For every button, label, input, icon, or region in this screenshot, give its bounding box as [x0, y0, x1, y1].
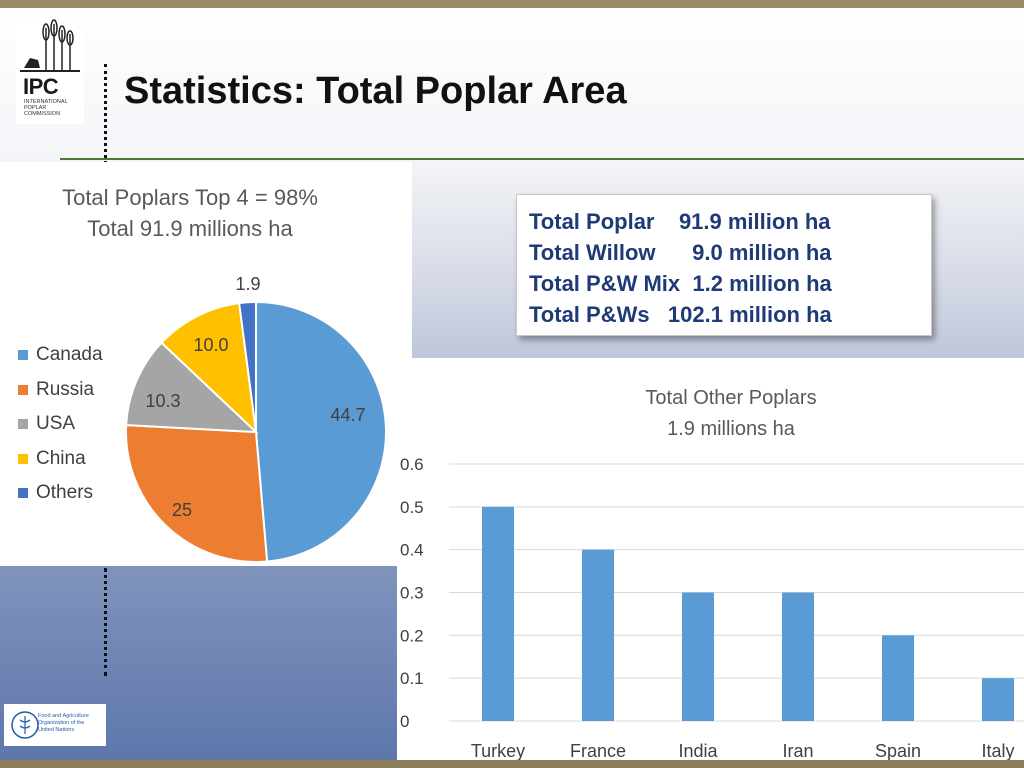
page-title: Statistics: Total Poplar Area [124, 70, 627, 112]
legend-label: China [36, 447, 86, 469]
dotted-divider [104, 568, 107, 676]
legend-label: Canada [36, 344, 103, 365]
bar-france [582, 549, 614, 721]
legend-swatch [18, 384, 28, 395]
slide: IPC INTERNATIONAL POPLAR COMMISSION Stat… [0, 8, 1024, 760]
legend-swatch [18, 419, 28, 429]
x-tick-label: France [570, 741, 626, 760]
x-tick-label: Italy [981, 741, 1014, 760]
bar-spain [882, 635, 914, 721]
pie-data-label: 25 [172, 500, 192, 520]
bar-india [682, 592, 714, 721]
pie-chart-title-line2: Total 91.9 millions ha [87, 216, 293, 241]
legend-label: Others [36, 482, 94, 503]
y-tick-label: 0.2 [400, 626, 424, 645]
y-tick-label: 0.6 [400, 455, 424, 474]
y-tick-label: 0.1 [400, 669, 424, 688]
pie-chart-panel: Total Poplars Top 4 = 98% Total 91.9 mil… [0, 162, 412, 566]
bar-chart-panel: Total Other Poplars 1.9 millions ha 0 0.1 0.… [397, 358, 1024, 760]
totals-row-poplar: Total Poplar 91.9 million ha [529, 209, 831, 234]
legend-label: USA [36, 413, 76, 434]
pie-data-label: 10.0 [193, 335, 228, 355]
legend-swatch [18, 350, 28, 360]
bar-italy [982, 678, 1014, 721]
pie-slice-others [238, 300, 257, 433]
bar-turkey [482, 506, 514, 721]
title-rule [60, 158, 1024, 160]
pie-chart-title-line1: Total Poplars Top 4 = 98% [62, 185, 318, 210]
tree-figure-icon [20, 19, 80, 72]
logo-subtitle: INTERNATIONAL POPLAR COMMISSION [24, 99, 68, 117]
fao-logo: Food and Agriculture Organization of the… [4, 704, 106, 746]
pie-slice-china [160, 301, 258, 435]
logo-acronym: IPC [23, 74, 59, 99]
y-tick-label: 0.5 [400, 498, 424, 517]
bar-iran [782, 592, 814, 721]
totals-row-all: Total P&Ws 102.1 million ha [529, 302, 832, 327]
bottom-band [0, 760, 1024, 768]
x-tick-label: Turkey [471, 741, 525, 760]
totals-row-willow: Total Willow 9.0 million ha [529, 240, 832, 265]
y-tick-label: 0.4 [400, 541, 424, 560]
legend-swatch [18, 488, 28, 498]
ipc-logo: IPC INTERNATIONAL POPLAR COMMISSION [16, 18, 84, 124]
fao-text: Food and Agriculture Organization of the… [38, 713, 89, 733]
pie-data-label: 10.3 [145, 391, 180, 411]
totals-row-mix: Total P&W Mix 1.2 million ha [529, 271, 832, 296]
pie-slice-usa [125, 341, 259, 434]
bar-chart: Total Other Poplars 1.9 millions ha 0 0.1 0.… [400, 387, 1024, 760]
fao-emblem-icon [11, 711, 39, 739]
bar-chart-title: Total Other Poplars [645, 387, 816, 409]
y-tick-label: 0.3 [400, 584, 424, 603]
pie-chart: 44.7 25 10.3 10.0 1.9 [125, 274, 387, 563]
pie-data-label: 44.7 [330, 405, 365, 425]
legend-swatch [18, 453, 28, 464]
dotted-divider [104, 64, 107, 164]
x-tick-label: India [678, 741, 718, 760]
pie-data-label: 1.9 [235, 274, 260, 294]
y-tick-label: 0 [400, 712, 409, 731]
x-tick-label: Iran [782, 741, 813, 760]
pie-chart-title: Total Poplars Top 4 = 98% Total 91.9 mil… [0, 182, 380, 244]
x-tick-label: Spain [875, 741, 921, 760]
bar-chart-subtitle: 1.9 millions ha [667, 418, 796, 440]
pie-slice-russia [125, 424, 269, 563]
totals-box: Total Poplar 91.9 million ha Total Willo… [516, 194, 932, 336]
pie-slice-canada [255, 300, 387, 563]
legend-label: Russia [36, 378, 95, 400]
